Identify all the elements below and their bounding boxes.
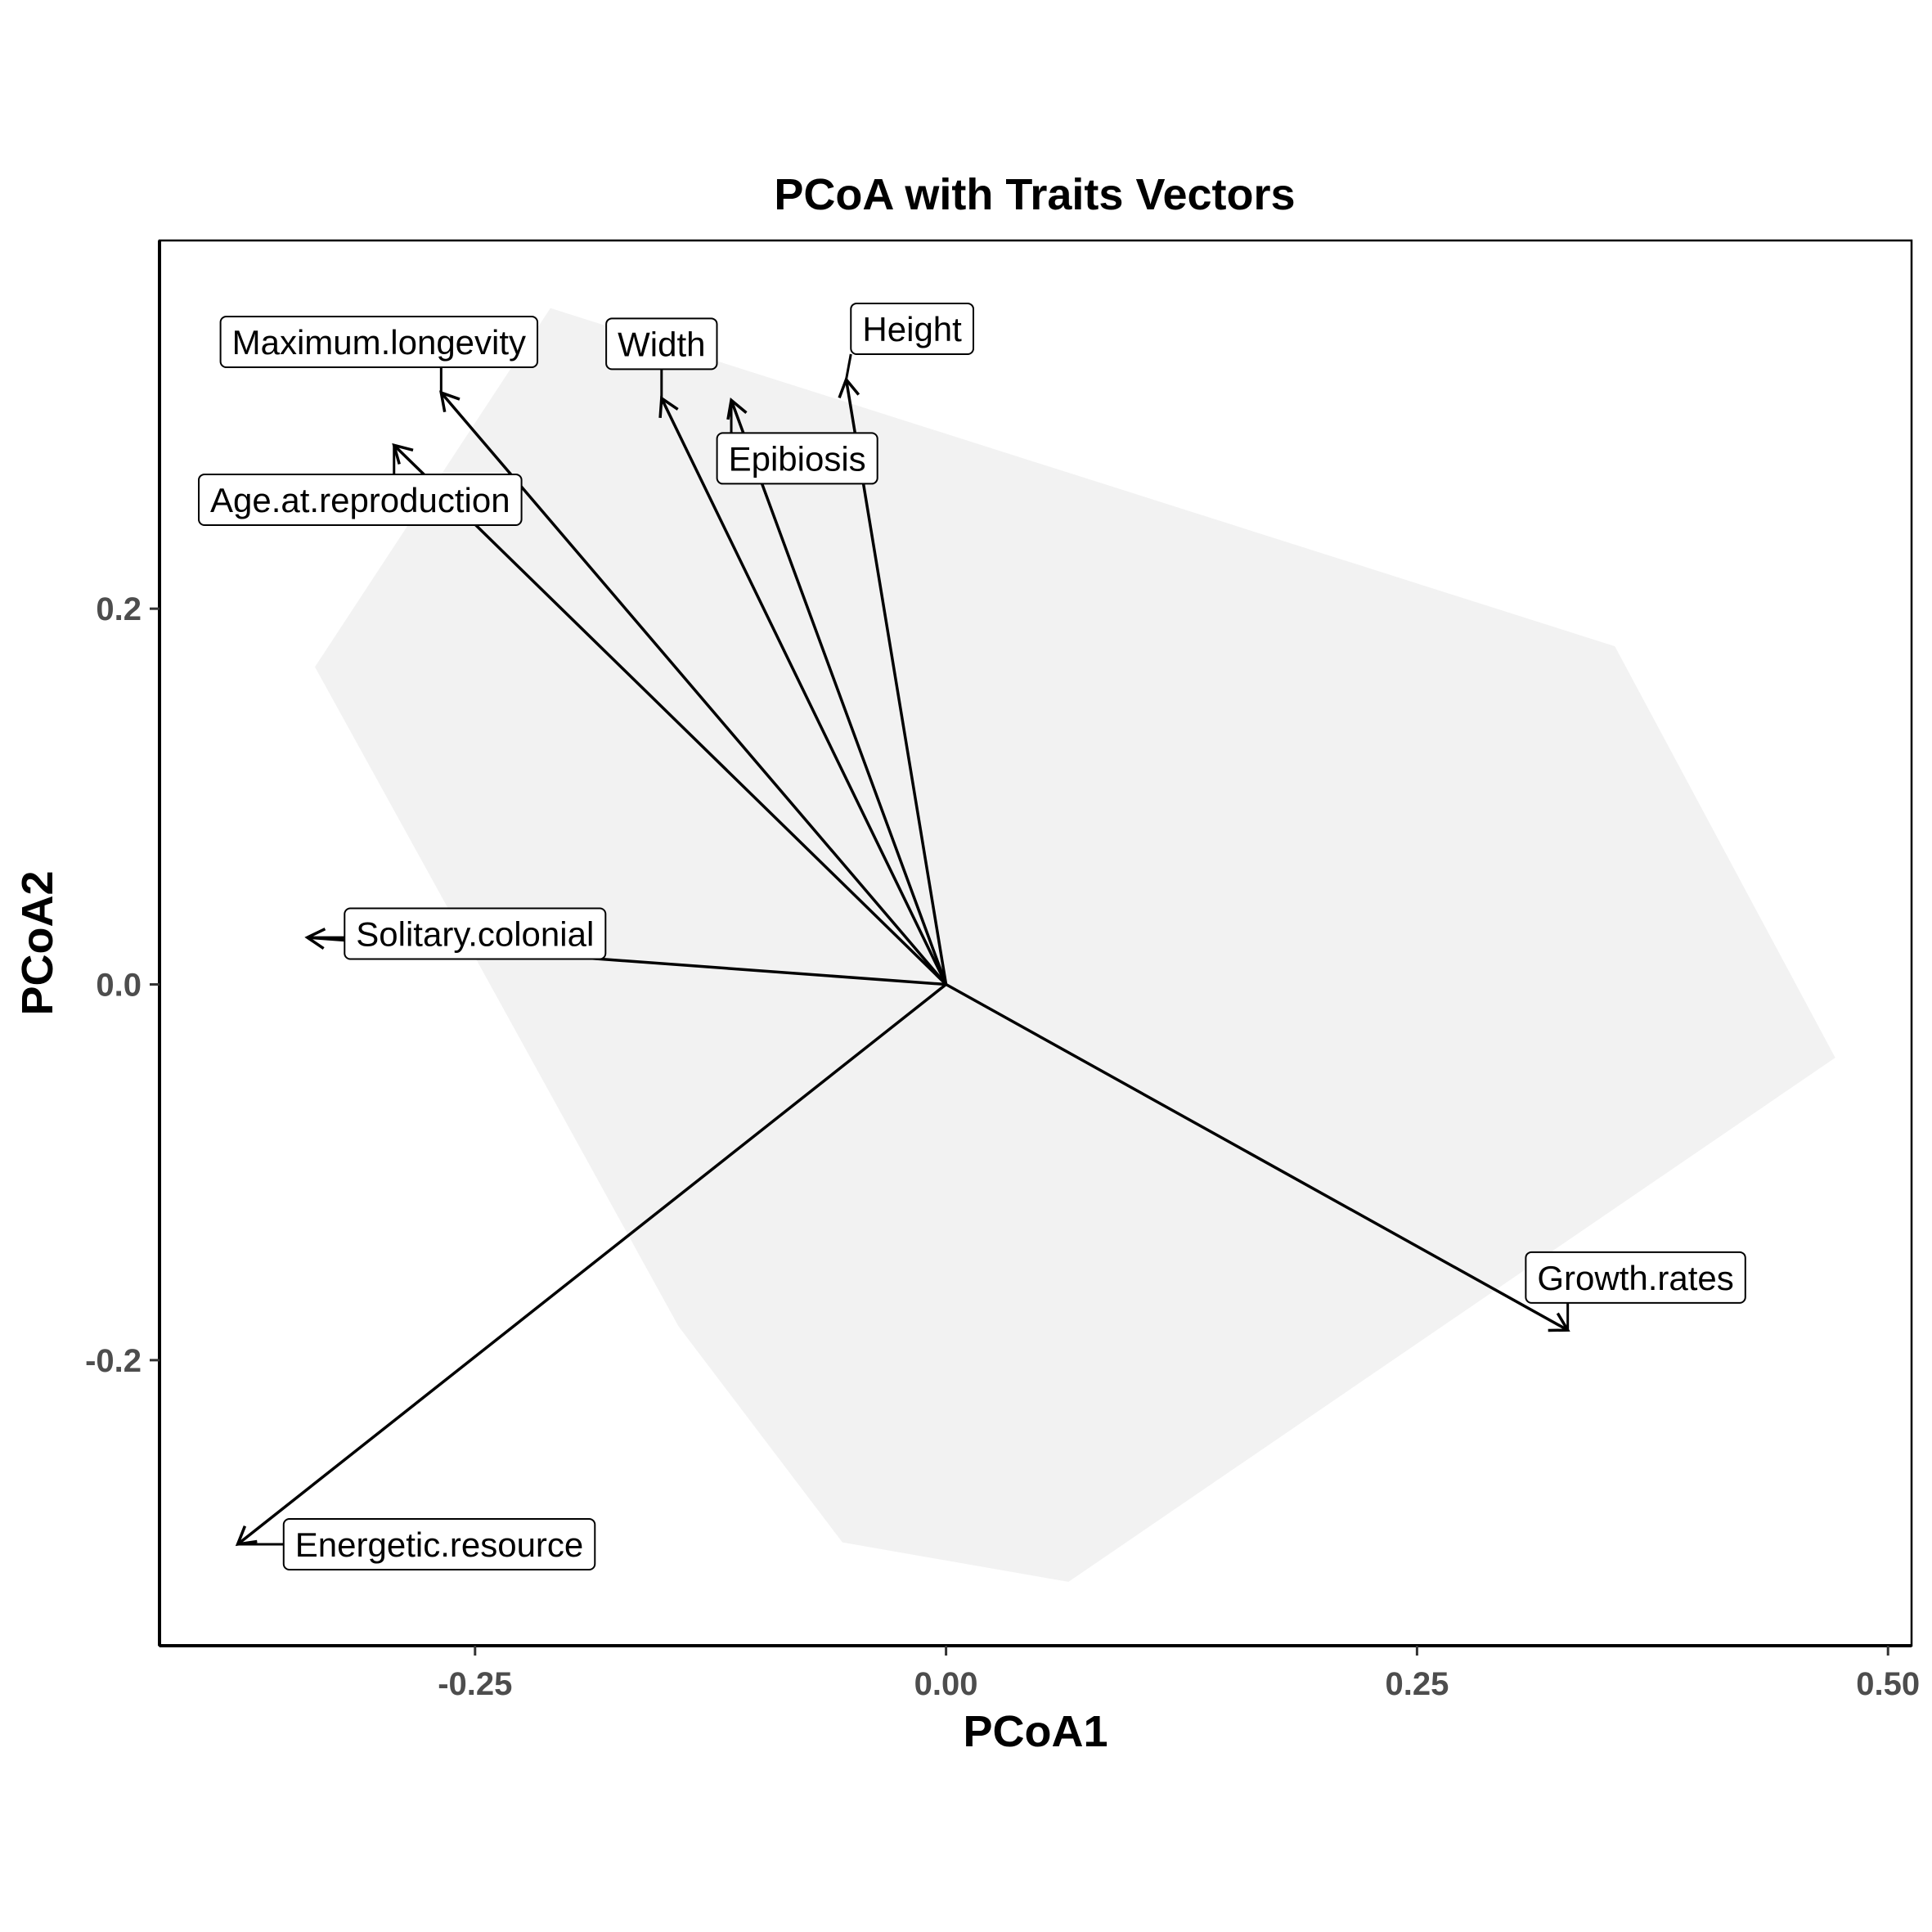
- vector-label-text: Growth.rates: [1537, 1259, 1733, 1297]
- vector-label: Age.at.reproduction: [198, 445, 523, 526]
- vector-label-text: Age.at.reproduction: [210, 481, 510, 519]
- y-axis-title: PCoA2: [13, 870, 62, 1015]
- y-axis-ticks: 0.2 0.0 -0.2: [85, 591, 160, 1379]
- vector-label: Width: [605, 317, 718, 398]
- convex-hull: [315, 308, 1835, 1582]
- trait-labels: Maximum.longevity Width Height Epibiosis Age…: [198, 302, 1746, 1570]
- vector-label: Growth.rates: [1525, 1251, 1746, 1331]
- vector-line: [440, 391, 947, 986]
- x-axis-title: PCoA1: [963, 1707, 1108, 1756]
- vector-label-text: Epibiosis: [729, 439, 866, 478]
- vector-label-text: Maximum.longevity: [232, 323, 526, 362]
- x-tick-label: 0.25: [1385, 1666, 1449, 1702]
- vector-label: Solitary.colonial: [307, 907, 607, 960]
- y-tick-label: 0.2: [96, 591, 142, 627]
- vector-line: [945, 982, 1569, 1332]
- vector-label-text: Energetic.resource: [295, 1525, 584, 1564]
- vector-label: Maximum.longevity: [219, 316, 539, 393]
- label-connector: [845, 353, 852, 380]
- vector-label-text: Solitary.colonial: [356, 915, 594, 954]
- vector-label-box: [344, 907, 607, 960]
- vector-label-text: Height: [862, 310, 962, 348]
- vector-line: [393, 444, 947, 986]
- vector-label-box: [282, 1517, 596, 1570]
- x-tick-label: -0.25: [438, 1666, 512, 1702]
- vector-label-box: [605, 317, 718, 371]
- vector-label: Epibiosis: [716, 400, 878, 485]
- y-tick-label: 0.0: [96, 968, 142, 1004]
- vector-label-box: [219, 316, 539, 369]
- vector-label-box: [198, 473, 523, 526]
- vector-line: [730, 399, 948, 986]
- vector-label-box: [716, 432, 878, 485]
- chart-title: PCoA with Traits Vectors: [774, 170, 1295, 219]
- x-tick-label: 0.00: [914, 1666, 978, 1702]
- x-tick-label: 0.50: [1856, 1666, 1920, 1702]
- vector-line: [236, 983, 947, 1546]
- vector-label: Energetic.resource: [237, 1517, 596, 1570]
- vector-label-box: [850, 302, 975, 355]
- vector-label: Height: [845, 302, 975, 380]
- vector-label-text: Width: [618, 325, 705, 363]
- vector-label-box: [1525, 1251, 1746, 1304]
- y-tick-label: -0.2: [85, 1343, 142, 1379]
- vector-line: [660, 398, 948, 986]
- x-axis-ticks: -0.25 0.00 0.25 0.50: [438, 1646, 1920, 1702]
